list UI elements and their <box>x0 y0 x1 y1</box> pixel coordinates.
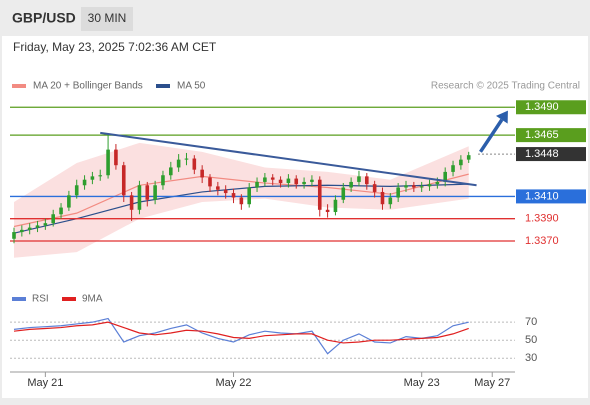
candle-body <box>333 199 338 213</box>
candle-body <box>349 181 353 188</box>
candle-body <box>153 185 157 200</box>
interval-box <box>81 7 133 31</box>
level-tag <box>516 128 586 143</box>
ma20-line <box>13 173 469 228</box>
candle-body <box>137 185 142 210</box>
candle-body <box>51 214 55 224</box>
rsi-ma-line <box>13 321 469 344</box>
candle-body <box>396 187 400 198</box>
forecast-arrow <box>479 118 504 153</box>
legend-swatch <box>12 84 26 88</box>
legend-swatch <box>12 297 26 301</box>
candle-body <box>114 149 118 166</box>
candle-body <box>208 177 212 187</box>
level-tag <box>516 189 586 204</box>
candle-body <box>90 176 95 180</box>
y-tick-label: 70 <box>525 316 537 328</box>
candle-body <box>255 181 259 188</box>
trendline <box>100 131 477 187</box>
candle-body <box>82 179 87 186</box>
candle-body <box>302 181 306 185</box>
candle-body <box>412 185 416 188</box>
level-label: 1.3465 <box>525 129 559 141</box>
candle-body <box>231 193 236 198</box>
candle-body <box>67 195 71 208</box>
candle-body <box>216 186 220 190</box>
candle-body <box>20 229 24 233</box>
legend-swatch <box>62 297 76 301</box>
candle-body <box>161 175 165 186</box>
candle-body <box>247 187 251 205</box>
x-tick-label: May 23 <box>404 377 440 389</box>
candle-body <box>404 185 408 188</box>
candle-body <box>451 165 455 172</box>
candle-body <box>372 184 377 192</box>
candle-body <box>380 191 385 205</box>
candle-body <box>341 187 346 200</box>
candle-body <box>435 181 440 185</box>
x-tick-label: May 27 <box>474 377 510 389</box>
candle-body <box>466 155 471 160</box>
candle-body <box>286 178 291 184</box>
level-label: 1.3410 <box>525 190 559 202</box>
candle-body <box>357 176 361 182</box>
level-label: 1.3370 <box>525 235 559 247</box>
candle-body <box>27 227 32 230</box>
y-tick-label: 30 <box>525 352 537 364</box>
bollinger-band <box>14 142 469 258</box>
candle-body <box>239 197 244 205</box>
level-tag <box>516 147 586 162</box>
candle-body <box>325 209 330 213</box>
legend-label: RSI <box>32 294 49 305</box>
interval: 30 MIN <box>88 11 127 25</box>
candle-body <box>270 177 275 180</box>
candle-body <box>169 167 173 176</box>
candle-body <box>443 171 447 182</box>
legend-label: 9MA <box>82 294 103 305</box>
x-tick-label: May 22 <box>215 377 251 389</box>
timestamp: Friday, May 23, 2025 7:02:36 AM CET <box>13 40 217 54</box>
candle-body <box>192 158 197 170</box>
candle-body <box>294 178 299 185</box>
forecast-arrowhead <box>495 110 508 124</box>
candle-body <box>223 189 228 194</box>
candle-body <box>263 177 267 182</box>
x-tick-label: May 21 <box>27 377 63 389</box>
candle-body <box>365 176 369 185</box>
candle-body <box>106 149 110 176</box>
candle-body <box>12 232 16 239</box>
level-label: 1.3490 <box>525 101 559 113</box>
candle-body <box>200 169 204 178</box>
candle-body <box>98 175 103 177</box>
legend-swatch <box>156 84 170 88</box>
candle-body <box>317 179 322 210</box>
candle-body <box>419 186 424 188</box>
legend-label: MA 50 <box>177 81 206 92</box>
candle-body <box>176 159 181 168</box>
candle-body <box>35 225 40 228</box>
candle-body <box>59 207 63 215</box>
candle-body <box>459 159 463 166</box>
candle-body <box>121 165 126 196</box>
candle-body <box>145 185 150 200</box>
level-label: 1.3448 <box>525 148 559 160</box>
legend-label: MA 20 + Bollinger Bands <box>33 81 143 92</box>
level-tag <box>516 100 586 115</box>
symbol: GBP/USD <box>12 10 76 26</box>
candle-body <box>184 158 189 160</box>
candle-body <box>74 185 79 196</box>
candle-body <box>278 179 283 184</box>
candle-body <box>129 195 134 210</box>
candle-body <box>388 197 393 205</box>
credit: Research © 2025 Trading Central <box>431 81 580 92</box>
candle-body <box>43 223 48 226</box>
y-tick-label: 50 <box>525 334 537 346</box>
candle-body <box>310 179 314 182</box>
candle-body <box>427 184 432 187</box>
level-label: 1.3390 <box>525 213 559 225</box>
